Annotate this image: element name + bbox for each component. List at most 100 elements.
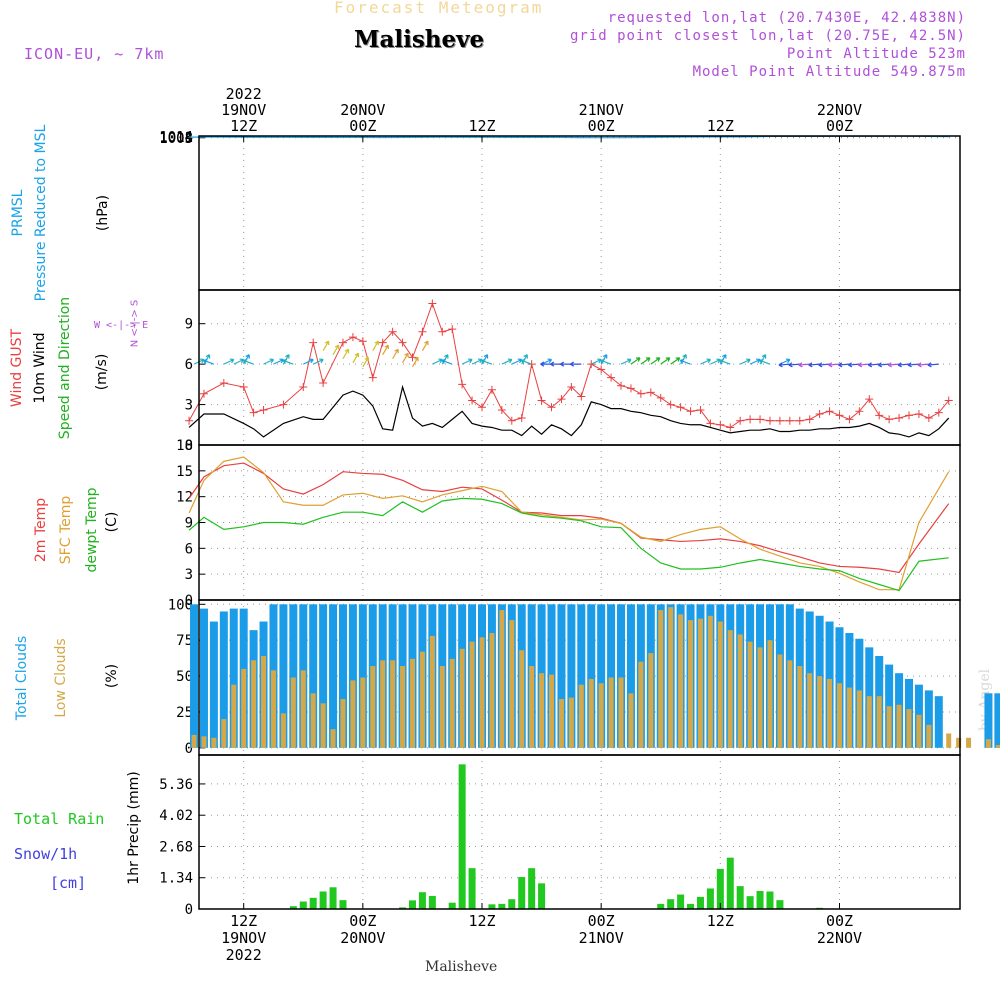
wind-direction-arrow (897, 362, 910, 368)
wind-direction-arrow (857, 362, 870, 368)
wind-direction-arrow (411, 356, 419, 368)
low-cloud-bar (817, 676, 823, 748)
wind-direction-arrow (481, 359, 493, 365)
ytick-label: 1005 (159, 131, 193, 147)
top-axis-label: 22NOV (817, 101, 862, 119)
low-cloud-bar (985, 739, 991, 748)
wind-gust-line (188, 301, 950, 429)
low-cloud-bar (846, 687, 852, 748)
low-cloud-bar (598, 683, 604, 748)
wind-gust-marker (716, 420, 725, 429)
wind-direction-arrow (710, 358, 721, 365)
low-cloud-bar (439, 666, 445, 748)
temp-2m-line (188, 462, 950, 574)
wind-gust-marker (765, 416, 774, 425)
panel-border (198, 289, 961, 446)
total-cloud-bar (934, 696, 943, 748)
total-cloud-bar (289, 604, 298, 748)
wind-direction-arrow (808, 362, 820, 368)
low-cloud-bar (906, 709, 912, 748)
wind-direction-arrow (650, 357, 661, 365)
precip-bar (706, 888, 714, 909)
footer-location: Malisheve (425, 959, 498, 975)
ytick-label: 75 (176, 633, 193, 649)
wind-direction-arrow (759, 359, 771, 365)
bottom-axis-label: 00Z (588, 912, 615, 930)
ytick-label: 2.68 (159, 839, 193, 855)
precip-bar (726, 857, 734, 909)
wind-gust-marker (557, 395, 566, 404)
precip-bar (319, 891, 327, 909)
low-cloud-bar (856, 690, 862, 748)
wind-gust-marker (726, 423, 735, 432)
wind-direction-arrow (233, 358, 245, 365)
top-axis-label: 00Z (349, 117, 376, 135)
wind-direction-arrow (362, 356, 370, 368)
low-cloud-bar (926, 724, 932, 748)
low-cloud-bar (807, 673, 813, 748)
total-cloud-bar (577, 604, 586, 748)
low-cloud-bar (588, 678, 594, 748)
ytick-label: 0 (185, 902, 193, 918)
low-cloud-bar (966, 737, 972, 748)
precip-bar (677, 894, 685, 909)
requested-coords: requested lon,lat (20.7430E, 42.4838N) (607, 10, 966, 26)
precip-bar (696, 896, 704, 909)
low-cloud-bar (648, 653, 654, 748)
wind-gust-marker (944, 396, 953, 405)
wind-gust-marker (636, 389, 645, 398)
low-cloud-bar (688, 620, 694, 748)
wind-gust-marker (875, 411, 884, 420)
wind-gust-marker (904, 411, 913, 420)
total-rain-label: Total Rain (14, 810, 105, 828)
wind-direction-arrow (372, 340, 379, 351)
low-cloud-bar (668, 607, 674, 748)
precip-bar (736, 886, 744, 909)
total-cloud-bar (984, 693, 993, 748)
wind-gust-marker (597, 365, 606, 374)
low-cloud-bar (280, 713, 286, 748)
wind-direction-arrow (788, 362, 800, 368)
wind-gust-marker (736, 416, 745, 425)
total-cloud-bar (587, 604, 596, 748)
wind-direction-arrow (828, 362, 840, 368)
total-cloud-bar (338, 604, 347, 748)
low-cloud-bar (211, 737, 217, 748)
total-cloud-bar (348, 604, 357, 748)
top-axis-label: 12Z (230, 117, 257, 135)
ytick-label: 4.02 (159, 808, 193, 824)
wind-gust-marker (567, 383, 576, 392)
total-cloud-bar (617, 604, 626, 748)
ytick-label: 25 (176, 705, 193, 721)
wind-direction-arrow (838, 362, 850, 368)
low-cloud-bar (628, 693, 634, 748)
wind-direction-arrow (511, 358, 523, 365)
precip-bar (756, 891, 764, 909)
precip-bar (418, 892, 426, 909)
model-altitude: Model Point Altitude 549.875m (692, 64, 966, 80)
low-cloud-bar (549, 674, 555, 748)
wind-gust-marker (706, 419, 715, 428)
wind-direction-arrow (203, 359, 215, 365)
wind-gust-marker (666, 400, 675, 409)
low-cloud-bar (479, 637, 485, 748)
precip-bar (448, 902, 456, 909)
low-cloud-bar (558, 699, 564, 748)
wind-gust-marker (487, 385, 496, 394)
wind-direction-arrow (322, 340, 330, 351)
precip-bar (428, 895, 436, 909)
precip-bar (528, 868, 536, 909)
total-cloud-bar (597, 604, 606, 748)
low-cloud-bar (489, 633, 495, 748)
low-cloud-bar (827, 678, 833, 748)
wind-gust-marker (805, 415, 814, 424)
wind-gust-marker (458, 380, 467, 389)
low-cloud-bar (876, 696, 882, 748)
wind-gust-marker (835, 411, 844, 420)
ytick-label: 18 (176, 438, 193, 454)
wind-direction-arrow (907, 362, 919, 368)
low-cloud-bar (707, 615, 713, 748)
wind-gust-marker (825, 407, 834, 416)
wind-gust-marker (428, 299, 437, 308)
low-cloud-bar (777, 654, 783, 748)
